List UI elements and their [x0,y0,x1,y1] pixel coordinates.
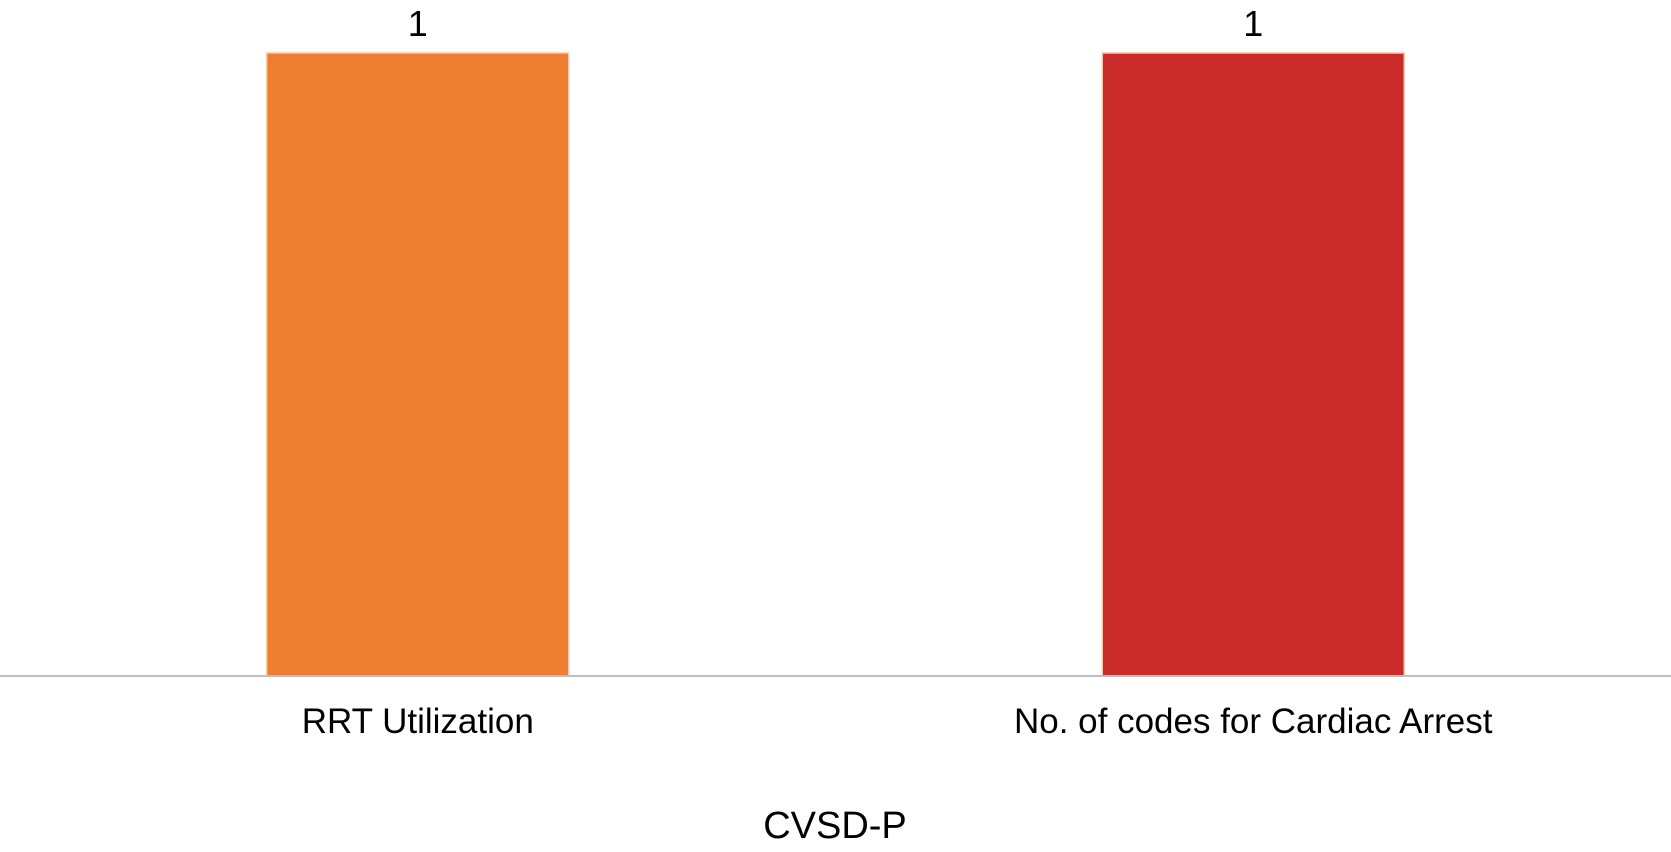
x-tick-label-0: RRT Utilization [302,702,534,741]
bar-1 [1101,52,1405,677]
x-axis-title: CVSD-P [763,805,907,847]
labels-layer: 1 RRT Utilization 1 No. of codes for Cardia… [302,3,1493,741]
x-tick-label-1: No. of codes for Cardiac Arrest [1014,702,1493,741]
bar-0 [266,52,570,677]
data-label-1: 1 [1243,3,1263,44]
bars-layer [266,52,1405,677]
data-label-0: 1 [408,3,428,44]
